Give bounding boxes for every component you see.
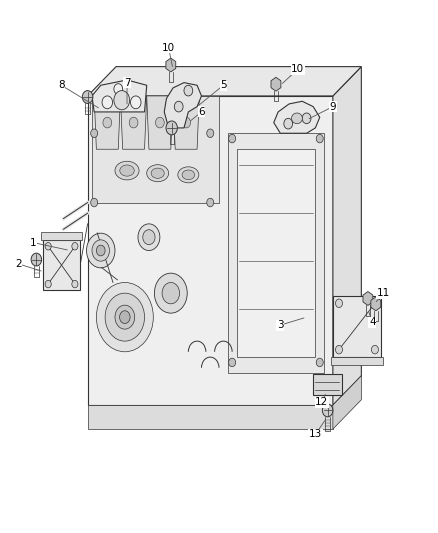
Polygon shape [333, 376, 361, 429]
Ellipse shape [105, 293, 145, 341]
Ellipse shape [96, 282, 153, 352]
Polygon shape [237, 149, 315, 357]
Polygon shape [92, 96, 219, 203]
Circle shape [96, 245, 105, 256]
Circle shape [371, 299, 378, 308]
Circle shape [284, 118, 293, 129]
Circle shape [102, 96, 113, 109]
Circle shape [336, 299, 343, 308]
Ellipse shape [178, 167, 199, 183]
Text: 12: 12 [315, 398, 328, 407]
Polygon shape [147, 96, 173, 149]
Text: 7: 7 [124, 78, 131, 87]
Ellipse shape [120, 165, 134, 176]
Polygon shape [333, 67, 361, 405]
Text: 3: 3 [277, 320, 284, 330]
Circle shape [229, 134, 236, 143]
Ellipse shape [291, 113, 302, 124]
Circle shape [114, 84, 123, 94]
Circle shape [91, 129, 98, 138]
Circle shape [131, 96, 141, 109]
Ellipse shape [154, 273, 187, 313]
Circle shape [103, 117, 112, 128]
Ellipse shape [115, 305, 134, 329]
Circle shape [174, 101, 183, 112]
Polygon shape [120, 96, 147, 149]
Ellipse shape [182, 170, 194, 180]
Circle shape [336, 345, 343, 354]
Circle shape [72, 243, 78, 250]
Circle shape [120, 311, 130, 324]
Circle shape [31, 253, 42, 266]
Text: 4: 4 [369, 318, 376, 327]
Polygon shape [166, 58, 176, 72]
Circle shape [45, 280, 51, 288]
Polygon shape [94, 96, 120, 149]
Polygon shape [173, 96, 199, 149]
Circle shape [155, 117, 164, 128]
Circle shape [91, 198, 98, 207]
Text: 2: 2 [15, 259, 22, 269]
Polygon shape [333, 296, 381, 357]
Polygon shape [43, 240, 80, 290]
Text: 11: 11 [377, 288, 390, 298]
Circle shape [229, 358, 236, 367]
Polygon shape [88, 67, 361, 96]
Circle shape [182, 117, 191, 128]
Text: 13: 13 [309, 430, 322, 439]
Text: 9: 9 [329, 102, 336, 111]
Circle shape [114, 91, 130, 110]
Text: 6: 6 [198, 107, 205, 117]
Text: 5: 5 [220, 80, 227, 90]
Polygon shape [271, 77, 281, 91]
Polygon shape [274, 101, 320, 133]
Ellipse shape [143, 230, 155, 245]
Circle shape [322, 404, 333, 417]
Ellipse shape [147, 165, 169, 182]
Circle shape [45, 243, 51, 250]
Circle shape [207, 198, 214, 207]
Ellipse shape [151, 168, 164, 179]
Polygon shape [164, 83, 201, 128]
Text: 10: 10 [291, 64, 304, 74]
Polygon shape [313, 374, 342, 395]
Text: 8: 8 [58, 80, 65, 90]
Polygon shape [41, 232, 82, 240]
Circle shape [72, 280, 78, 288]
Circle shape [207, 129, 214, 138]
Circle shape [316, 134, 323, 143]
Polygon shape [363, 292, 373, 305]
Circle shape [371, 345, 378, 354]
Polygon shape [228, 133, 324, 373]
Polygon shape [371, 297, 381, 311]
Polygon shape [88, 96, 333, 405]
Ellipse shape [92, 240, 110, 261]
Ellipse shape [115, 161, 139, 180]
Ellipse shape [162, 282, 180, 304]
Polygon shape [92, 80, 147, 112]
Ellipse shape [138, 224, 160, 251]
Circle shape [184, 85, 193, 96]
Circle shape [316, 358, 323, 367]
Polygon shape [331, 357, 383, 365]
Circle shape [82, 91, 93, 103]
Circle shape [302, 113, 311, 124]
Polygon shape [88, 405, 333, 429]
Text: 10: 10 [162, 43, 175, 53]
Circle shape [166, 121, 177, 135]
Circle shape [129, 117, 138, 128]
Text: 1: 1 [29, 238, 36, 247]
Ellipse shape [87, 233, 115, 268]
